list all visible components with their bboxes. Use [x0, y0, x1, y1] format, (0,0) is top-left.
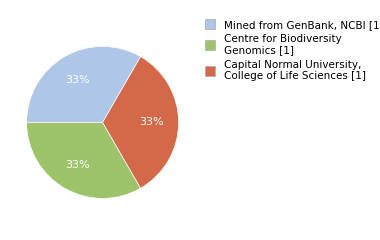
Wedge shape [27, 122, 141, 198]
Wedge shape [27, 46, 141, 122]
Text: 33%: 33% [66, 160, 90, 170]
Legend: Mined from GenBank, NCBI [1], Centre for Biodiversity
Genomics [1], Capital Norm: Mined from GenBank, NCBI [1], Centre for… [203, 18, 380, 83]
Text: 33%: 33% [140, 117, 164, 127]
Text: 33%: 33% [66, 75, 90, 85]
Wedge shape [103, 57, 179, 188]
